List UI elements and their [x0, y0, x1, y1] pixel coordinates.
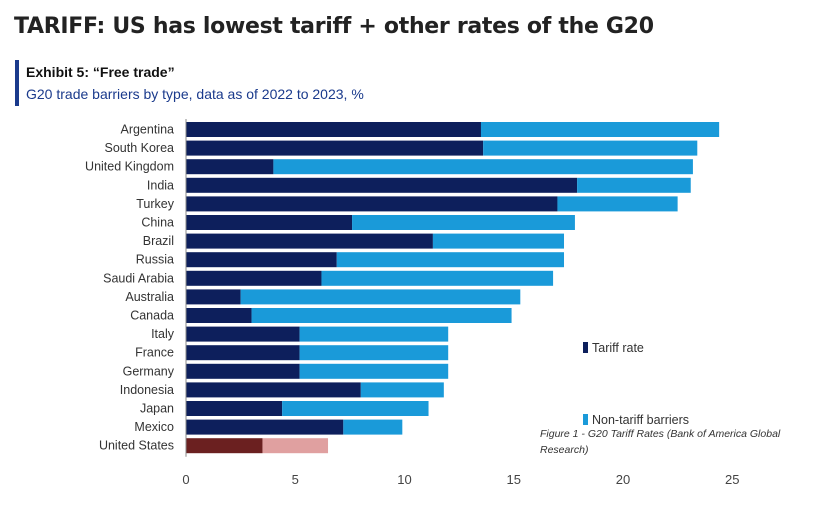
- category-label: China: [141, 216, 174, 230]
- tariff-bar: [186, 363, 300, 379]
- tariff-bar: [186, 270, 322, 286]
- non-tariff-bar: [240, 289, 521, 305]
- category-label: India: [147, 178, 174, 192]
- category-label: Japan: [140, 402, 174, 416]
- legend-label: Non-tariff barriers: [592, 413, 689, 427]
- non-tariff-bar: [360, 382, 444, 398]
- category-label: Saudi Arabia: [103, 271, 174, 285]
- category-label: Turkey: [136, 197, 174, 211]
- tariff-bar: [186, 215, 353, 230]
- category-label: South Korea: [105, 141, 175, 155]
- x-tick-label: 25: [725, 472, 739, 487]
- chart-title: Exhibit 5: “Free trade”: [26, 64, 175, 80]
- non-tariff-bar: [299, 363, 449, 379]
- tariff-bar: [186, 308, 252, 323]
- tariff-bar: [186, 326, 300, 342]
- figure-caption: Figure 1 - G20 Tariff Rates (Bank of Ame…: [540, 428, 781, 456]
- non-tariff-bar: [282, 401, 429, 416]
- non-tariff-bar: [343, 419, 403, 435]
- non-tariff-bar: [273, 159, 693, 175]
- non-tariff-bar: [577, 177, 691, 193]
- tariff-bar: [186, 401, 283, 416]
- category-label: France: [135, 346, 174, 360]
- x-tick-label: 5: [292, 472, 299, 487]
- category-label: Russia: [136, 253, 174, 267]
- category-label: Brazil: [143, 234, 174, 248]
- page-title: TARIFF: US has lowest tariff + other rat…: [14, 14, 654, 39]
- category-label: Mexico: [134, 420, 174, 434]
- tariff-bar: [186, 345, 300, 361]
- accent-bar: [15, 60, 19, 106]
- category-label: United Kingdom: [85, 160, 174, 174]
- x-tick-label: 20: [616, 472, 630, 487]
- tariff-bar: [186, 159, 274, 175]
- tariff-bar: [186, 177, 578, 193]
- tariff-bar: [186, 419, 344, 435]
- legend-swatch: [583, 414, 588, 425]
- tariff-bar: [186, 122, 481, 137]
- tariff-bar: [186, 289, 241, 305]
- tariff-bar: [186, 438, 263, 454]
- category-label: Canada: [130, 309, 174, 323]
- non-tariff-bar: [352, 215, 575, 230]
- tariff-bar: [186, 252, 337, 268]
- x-tick-label: 15: [507, 472, 521, 487]
- category-label: Germany: [123, 364, 175, 378]
- legend-label: Tariff rate: [592, 341, 644, 355]
- tariff-bar: [186, 196, 558, 212]
- non-tariff-bar: [262, 438, 329, 454]
- tariff-bar: [186, 382, 361, 398]
- non-tariff-bar: [432, 233, 565, 249]
- non-tariff-bar: [480, 122, 720, 137]
- non-tariff-bar: [299, 326, 449, 342]
- non-tariff-bar: [251, 308, 512, 323]
- category-label: Argentina: [120, 123, 174, 137]
- x-tick-label: 0: [182, 472, 189, 487]
- non-tariff-bar: [336, 252, 565, 268]
- category-label: Indonesia: [120, 383, 174, 397]
- non-tariff-bar: [557, 196, 678, 212]
- chart-subtitle: G20 trade barriers by type, data as of 2…: [26, 86, 364, 102]
- x-tick-label: 10: [397, 472, 411, 487]
- tariff-bar: [186, 140, 484, 156]
- tariff-bar: [186, 233, 433, 249]
- category-label: Italy: [151, 327, 175, 341]
- legend-swatch: [583, 342, 588, 353]
- non-tariff-bar: [483, 140, 698, 156]
- category-label: Australia: [125, 290, 174, 304]
- non-tariff-bar: [299, 345, 449, 361]
- category-label: United States: [99, 439, 174, 453]
- non-tariff-bar: [321, 270, 554, 286]
